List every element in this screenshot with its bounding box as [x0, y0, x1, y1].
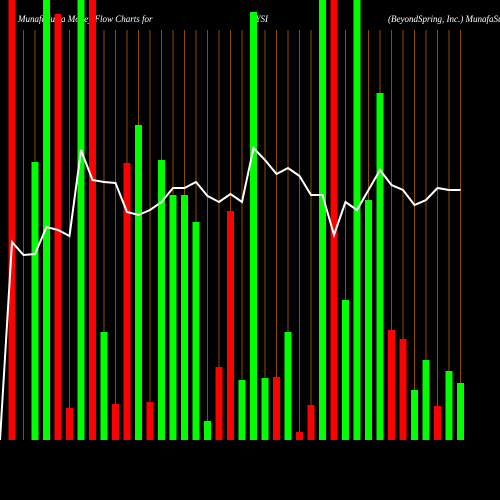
- bar: [238, 380, 246, 440]
- bar: [330, 0, 338, 440]
- bar: [158, 160, 165, 440]
- bar: [181, 195, 188, 440]
- bar: [31, 162, 39, 440]
- bar: [54, 14, 62, 440]
- chart-title-right: (BeyondSpring, Inc.) MunafaSutra.com: [388, 14, 500, 24]
- bar: [227, 211, 234, 440]
- price-line: [0, 145, 461, 441]
- bar: [273, 377, 280, 440]
- bar: [261, 378, 269, 440]
- bar: [112, 404, 119, 440]
- bar: [43, 0, 50, 440]
- bar: [169, 195, 177, 440]
- bar: [66, 408, 73, 440]
- bar: [434, 406, 441, 440]
- bar: [411, 390, 418, 440]
- bar: [445, 371, 453, 440]
- chart-title-symbol: BYSI: [250, 14, 269, 24]
- bar: [123, 163, 131, 440]
- bar: [319, 0, 326, 440]
- bar: [204, 421, 211, 440]
- bar: [296, 432, 303, 440]
- bar: [215, 367, 223, 440]
- bar: [100, 332, 108, 440]
- bar: [250, 12, 257, 440]
- bar: [399, 339, 407, 440]
- bar: [353, 0, 361, 440]
- bar: [376, 93, 384, 440]
- bar: [77, 0, 85, 440]
- bar: [8, 0, 16, 440]
- bar: [388, 330, 395, 440]
- bar: [342, 300, 349, 440]
- chart-title-left: MunafaSutra Money Flow Charts for: [17, 14, 153, 24]
- bar: [146, 402, 154, 440]
- bar: [135, 125, 142, 440]
- bar: [457, 383, 464, 440]
- bar: [192, 222, 200, 440]
- bar: [307, 405, 315, 440]
- bar: [422, 360, 430, 440]
- bar: [89, 0, 96, 440]
- bar: [284, 332, 292, 440]
- bar: [365, 200, 372, 440]
